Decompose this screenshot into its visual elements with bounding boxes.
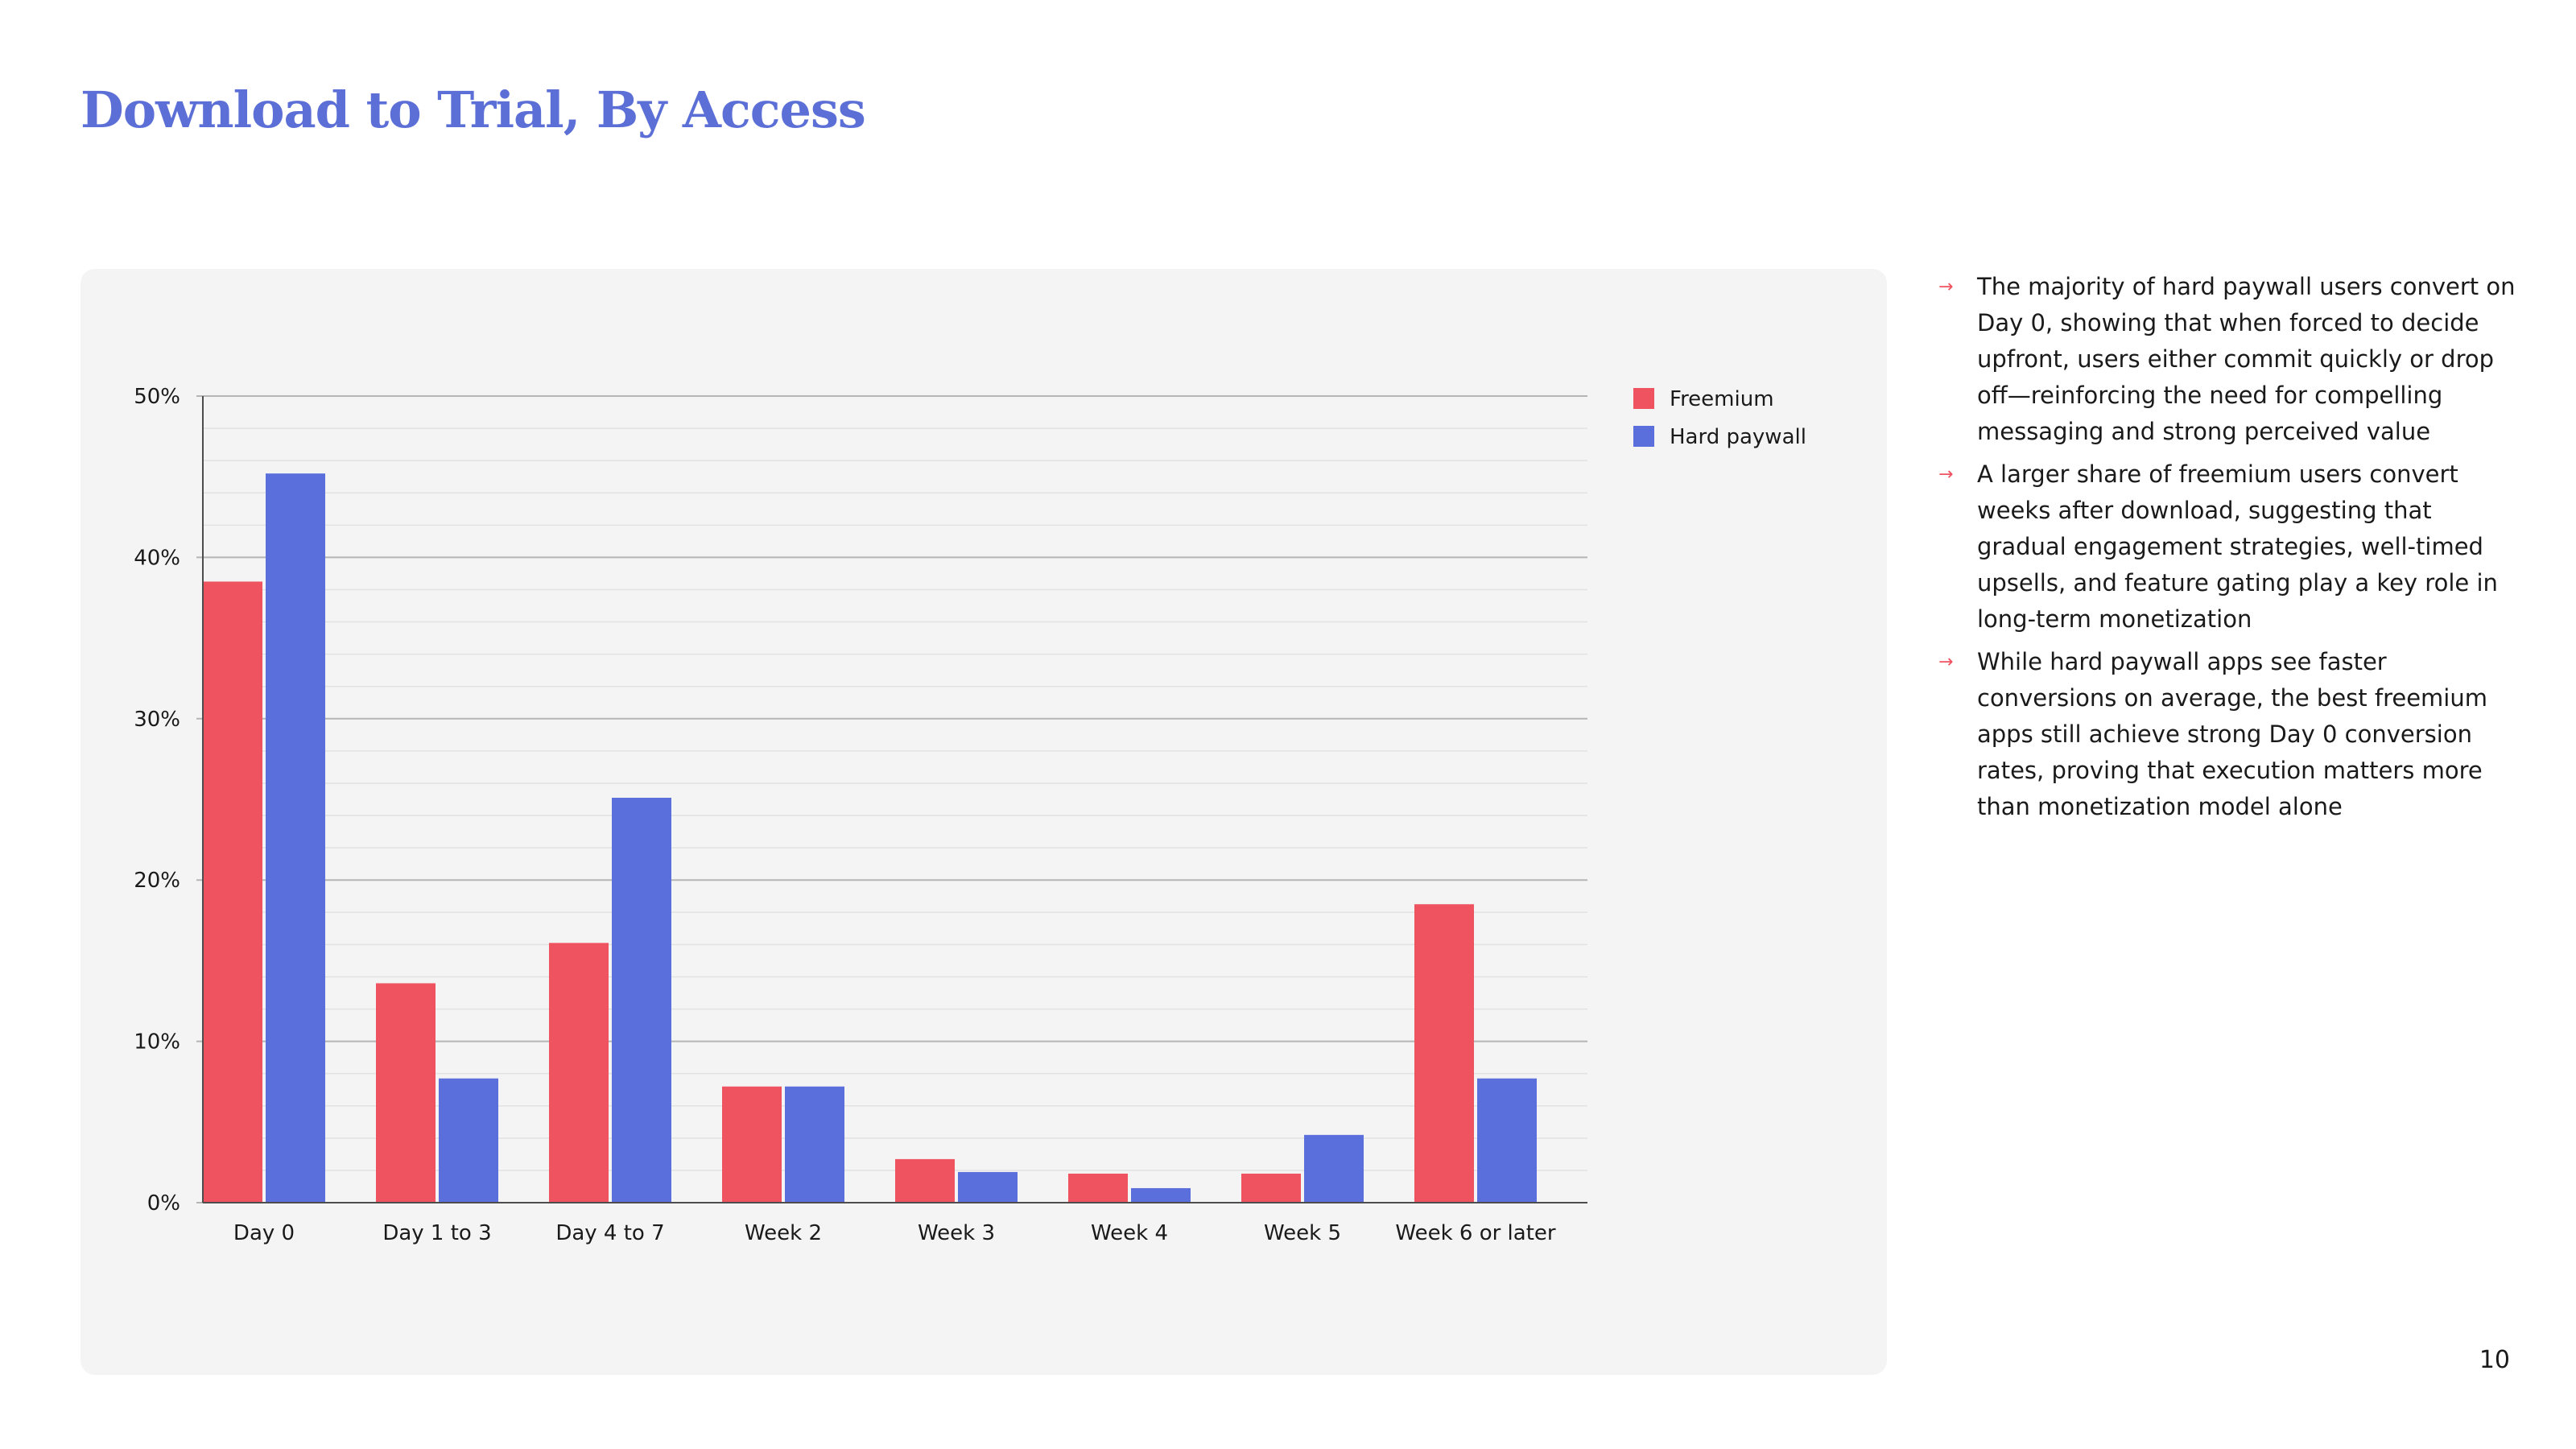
bar-freemium <box>1068 1173 1128 1203</box>
bar-hard-paywall <box>785 1086 844 1203</box>
bar-hard-paywall <box>1304 1134 1364 1203</box>
bar-hard-paywall <box>1477 1078 1537 1203</box>
x-tick-label: Week 3 <box>918 1221 995 1245</box>
insight-text: The majority of hard paywall users conve… <box>1977 273 2516 445</box>
legend-label: Hard paywall <box>1670 425 1806 449</box>
bars <box>203 473 1537 1203</box>
bar-freemium <box>722 1086 782 1203</box>
arrow-right-icon: → <box>1938 277 1954 297</box>
chart-panel: 0% 10% 20% 30% 40% 50% Day 0 Day 1 to 3 Day 4 t… <box>80 269 1887 1375</box>
y-tick-label: 0% <box>147 1191 180 1216</box>
x-tick-label: Day 0 <box>233 1221 295 1245</box>
y-tick-label: 50% <box>134 385 180 409</box>
insight-item: → A larger share of freemium users conve… <box>1938 456 2518 638</box>
page-number: 10 <box>2479 1346 2510 1374</box>
legend-swatch <box>1633 426 1654 447</box>
bar-freemium <box>1414 904 1474 1203</box>
bar-hard-paywall <box>266 473 325 1203</box>
y-tick-label: 40% <box>134 546 180 570</box>
x-tick-label: Week 4 <box>1091 1221 1168 1245</box>
bar-hard-paywall <box>958 1171 1018 1203</box>
x-tick-label: Week 2 <box>745 1221 822 1245</box>
insight-text: While hard paywall apps see faster conve… <box>1977 648 2487 820</box>
bar-hard-paywall <box>439 1078 498 1203</box>
page-title: Download to Trial, By Access <box>80 80 866 139</box>
insight-item: → The majority of hard paywall users con… <box>1938 269 2518 450</box>
insight-text: A larger share of freemium users convert… <box>1977 460 2498 633</box>
bar-freemium <box>549 943 609 1203</box>
legend-swatch <box>1633 388 1654 409</box>
bar-freemium <box>1241 1173 1301 1203</box>
bar-chart: 0% 10% 20% 30% 40% 50% Day 0 Day 1 to 3 Day 4 t… <box>134 385 1806 1245</box>
arrow-right-icon: → <box>1938 652 1954 672</box>
bar-freemium <box>895 1158 955 1203</box>
y-tick-label: 20% <box>134 869 180 893</box>
bar-hard-paywall <box>612 797 671 1203</box>
legend-label: Freemium <box>1670 387 1774 411</box>
x-tick-label: Week 5 <box>1264 1221 1341 1245</box>
y-axis-ticks: 0% 10% 20% 30% 40% 50% <box>134 385 180 1216</box>
x-tick-label: Day 1 to 3 <box>382 1221 491 1245</box>
arrow-right-icon: → <box>1938 464 1954 485</box>
x-tick-label: Day 4 to 7 <box>555 1221 664 1245</box>
insights-list: → The majority of hard paywall users con… <box>1938 269 2518 832</box>
bar-freemium <box>376 983 436 1203</box>
insight-item: → While hard paywall apps see faster con… <box>1938 644 2518 825</box>
x-axis-ticks: Day 0 Day 1 to 3 Day 4 to 7 Week 2 Week 3 Wee… <box>233 1221 1556 1245</box>
y-tick-label: 30% <box>134 708 180 732</box>
bar-freemium <box>203 581 262 1203</box>
bar-hard-paywall <box>1131 1187 1191 1203</box>
x-tick-label: Week 6 or later <box>1395 1221 1556 1245</box>
y-tick-label: 10% <box>134 1030 180 1055</box>
grid-lines <box>196 395 1587 1203</box>
chart-legend: Freemium Hard paywall <box>1633 387 1806 449</box>
axes <box>202 396 1587 1203</box>
